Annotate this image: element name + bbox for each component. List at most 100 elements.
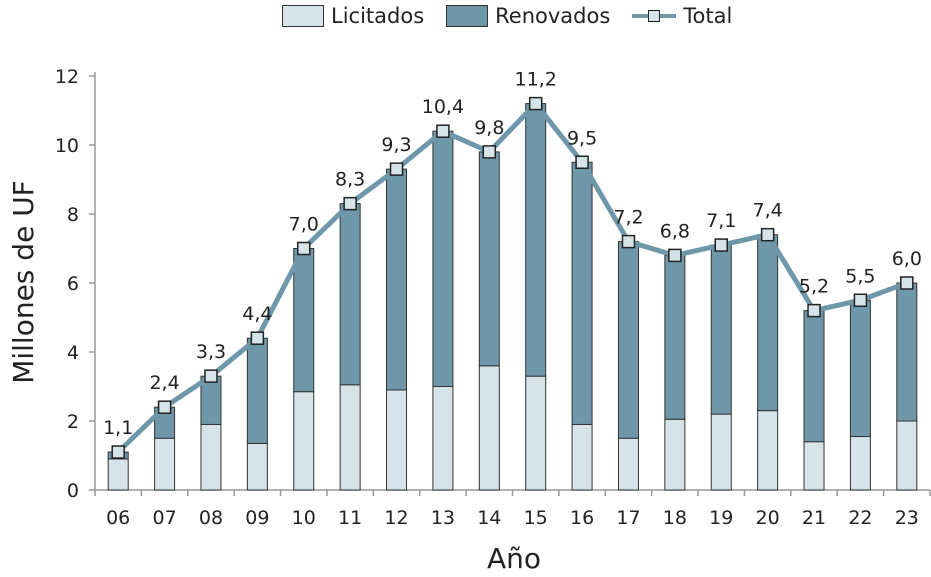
data-label: 10,4: [422, 96, 464, 118]
total-marker: [343, 196, 357, 211]
bar-renovados: [525, 103, 547, 377]
total-marker: [714, 238, 728, 252]
data-label: 9,8: [474, 117, 504, 139]
bar-licitados: [107, 458, 129, 491]
data-label: 8,3: [335, 169, 365, 191]
x-tick-label: 12: [384, 507, 408, 529]
x-tick-label: 09: [245, 507, 269, 529]
total-marker: [621, 234, 636, 249]
bar-licitados: [478, 365, 500, 491]
y-tick-label: 4: [67, 342, 79, 364]
bar-licitados: [803, 441, 825, 491]
bar-renovados: [803, 310, 825, 443]
total-marker: [436, 124, 450, 138]
bar-licitados: [617, 437, 639, 491]
bar-renovados: [339, 203, 361, 386]
legend-item-total: Total: [632, 4, 732, 28]
bar-licitados: [757, 410, 779, 491]
bar-renovados: [617, 241, 639, 439]
total-marker: [900, 276, 914, 290]
bar-renovados: [293, 248, 315, 393]
bar-licitados: [664, 418, 686, 491]
x-tick-label: 17: [616, 507, 640, 529]
total-marker: [807, 303, 821, 318]
bar-licitados: [154, 437, 176, 491]
total-marker: [528, 96, 543, 111]
bar-licitados: [386, 389, 408, 491]
bar-licitados: [896, 420, 918, 491]
x-tick-label: 08: [199, 507, 223, 529]
bar-licitados: [339, 384, 361, 491]
y-tick-label: 10: [55, 135, 79, 157]
bar-renovados: [386, 168, 408, 391]
x-axis-title: Año: [487, 542, 541, 575]
data-label: 7,4: [753, 200, 783, 222]
total-marker: [204, 369, 218, 383]
legend-swatch-total: [632, 5, 677, 27]
bar-licitados: [571, 423, 593, 491]
total-marker: [482, 145, 497, 159]
bar-renovados: [246, 337, 268, 444]
y-tick-label: 8: [67, 204, 79, 226]
x-tick-label: 07: [152, 507, 176, 529]
x-tick-label: 16: [570, 507, 594, 529]
bar-licitados: [849, 436, 871, 491]
legend-swatch-licitados: [282, 5, 324, 27]
y-axis-title: Millones de UF: [7, 180, 40, 384]
legend-item-renovados: Renovados: [446, 4, 610, 28]
total-marker: [111, 445, 125, 459]
data-label: 5,2: [799, 276, 829, 298]
legend-label-licitados: Licitados: [331, 4, 425, 28]
chart-legend: Licitados Renovados Total: [282, 4, 732, 28]
data-label: 7,0: [289, 214, 319, 236]
x-tick-label: 21: [802, 507, 826, 529]
legend-label-renovados: Renovados: [495, 4, 611, 28]
bar-licitados: [432, 386, 454, 491]
y-tick-label: 0: [67, 480, 79, 502]
x-tick-label: 23: [895, 507, 919, 529]
y-tick-label: 12: [55, 66, 79, 88]
x-tick-label: 15: [524, 507, 548, 529]
x-tick-label: 22: [848, 507, 872, 529]
data-label: 11,2: [515, 69, 557, 91]
bar-licitados: [525, 375, 547, 491]
x-tick-label: 18: [663, 507, 687, 529]
data-label: 1,1: [103, 417, 133, 439]
y-tick-label: 2: [67, 411, 79, 433]
bar-renovados: [478, 151, 500, 367]
x-tick-label: 13: [431, 507, 455, 529]
data-label: 9,3: [381, 134, 411, 156]
bar-renovados: [896, 282, 918, 422]
total-marker: [853, 293, 868, 307]
bar-renovados: [710, 244, 732, 415]
data-label: 7,1: [706, 210, 736, 232]
x-tick-label: 14: [477, 507, 501, 529]
bar-renovados: [664, 254, 686, 420]
total-marker: [250, 331, 265, 345]
total-marker: [297, 241, 311, 256]
x-tick-label: 06: [106, 507, 130, 529]
bar-licitados: [293, 391, 315, 491]
total-marker: [157, 400, 172, 414]
data-label: 5,5: [845, 265, 875, 287]
legend-item-licitados: Licitados: [282, 4, 424, 28]
x-tick-label: 10: [292, 507, 316, 529]
bar-licitados: [246, 442, 268, 491]
total-marker: [575, 155, 589, 169]
bar-renovados: [571, 161, 593, 425]
total-marker: [389, 162, 404, 176]
total-line: [116, 101, 908, 454]
data-label: 7,2: [613, 207, 643, 229]
y-tick-label: 6: [67, 273, 79, 295]
legend-swatch-renovados: [446, 5, 489, 27]
data-label: 6,8: [660, 220, 690, 242]
total-marker: [760, 227, 775, 242]
data-label: 4,4: [242, 303, 272, 325]
data-label: 9,5: [567, 127, 597, 149]
x-tick-label: 11: [338, 507, 362, 529]
bar-renovados: [432, 130, 454, 387]
total-marker: [668, 248, 682, 263]
data-label: 6,0: [892, 248, 922, 270]
x-tick-label: 20: [756, 507, 780, 529]
